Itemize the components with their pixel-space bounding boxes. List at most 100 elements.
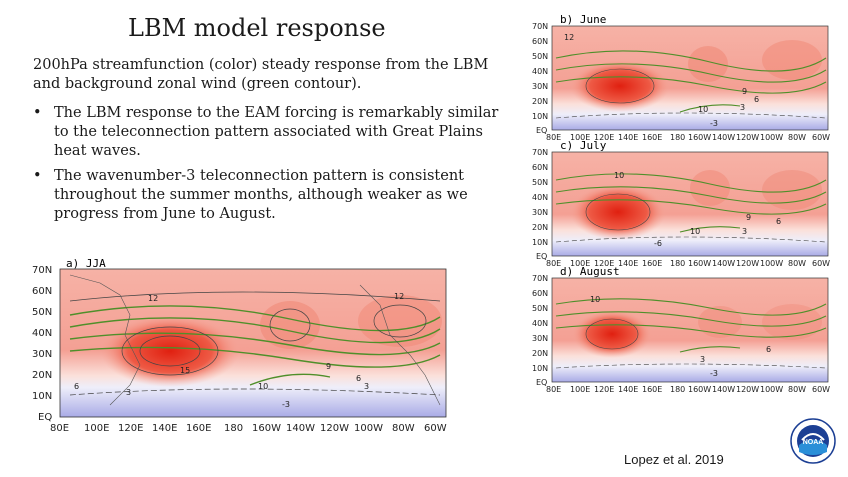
lon-tick: 60W <box>812 385 830 394</box>
lon-ticks: 80E 100E 120E 140E 160E 180 160W 140W 12… <box>546 133 830 142</box>
lat-tick: 20N <box>532 349 548 358</box>
lat-tick: EQ <box>536 252 547 261</box>
lat-tick: 70N <box>32 265 52 276</box>
contour-label: 9 <box>742 87 747 96</box>
anomaly-center <box>570 60 670 112</box>
map-june-svg: b) June 70N 60N 50N 40N 30N 20N 10N EQ 8… <box>532 14 830 142</box>
lat-tick: 20N <box>532 223 548 232</box>
lat-tick: 40N <box>32 328 52 339</box>
citation: Lopez et al. 2019 <box>624 452 724 467</box>
panel-label: d) August <box>560 266 620 278</box>
lon-tick: 100E <box>570 385 590 394</box>
lon-tick: 180 <box>670 259 685 268</box>
lon-tick: 140W <box>712 259 735 268</box>
lon-tick: 100E <box>570 259 590 268</box>
lon-tick: 80E <box>546 259 561 268</box>
lon-tick: 120W <box>736 133 759 142</box>
map-panel-jja: a) JJA 70N 60N 50N 40N 30N 20N 10N EQ 80… <box>30 255 450 435</box>
contour-label: 9 <box>746 213 751 222</box>
lon-tick: 100W <box>760 385 783 394</box>
anomaly-center <box>762 40 822 80</box>
map-panel-july: c) July 70N 60N 50N 40N 30N 20N 10N EQ 8… <box>530 140 832 268</box>
lon-tick: 120E <box>594 385 614 394</box>
contour-label: 10 <box>690 227 700 236</box>
contour-label: 9 <box>326 362 331 371</box>
lon-tick: 80W <box>788 133 806 142</box>
streamfunction-contours <box>555 318 827 369</box>
streamfunction-contours <box>555 193 827 243</box>
lon-tick: 180 <box>224 423 243 434</box>
lat-tick: 40N <box>532 193 548 202</box>
lon-tick: 120E <box>594 259 614 268</box>
contour-label: 10 <box>590 295 600 304</box>
anomaly-center <box>572 310 652 358</box>
lon-tick: 80E <box>546 385 561 394</box>
lon-tick: 80W <box>788 385 806 394</box>
lat-tick: 10N <box>32 391 52 402</box>
lon-tick: 140E <box>618 133 638 142</box>
contour-label: 3 <box>742 227 747 236</box>
lat-tick: 30N <box>532 334 548 343</box>
lon-tick: 160E <box>186 423 211 434</box>
lat-tick: 30N <box>32 349 52 360</box>
lon-tick: 140E <box>618 385 638 394</box>
lon-tick: 160E <box>642 385 662 394</box>
lat-tick: 60N <box>532 37 548 46</box>
zonal-wind-contours <box>555 50 827 113</box>
lat-ticks: 70N 60N 50N 40N 30N 20N 10N EQ <box>532 22 548 135</box>
contour-label: -3 <box>710 119 718 128</box>
zonal-wind-contours <box>69 305 441 386</box>
lon-tick: 120E <box>594 133 614 142</box>
contour-label: -3 <box>282 400 290 409</box>
lon-tick: 100W <box>760 259 783 268</box>
lon-tick: 80E <box>50 423 69 434</box>
map-july-svg: c) July 70N 60N 50N 40N 30N 20N 10N EQ 8… <box>532 140 830 268</box>
streamfunction-contours <box>555 68 827 119</box>
lat-tick: 70N <box>532 22 548 31</box>
lat-tick: 20N <box>532 97 548 106</box>
svg-text:NOAA: NOAA <box>803 439 824 446</box>
lon-tick: 120W <box>320 423 349 434</box>
lon-tick: 60W <box>812 259 830 268</box>
lon-tick: 100E <box>84 423 109 434</box>
lon-tick: 160W <box>688 259 711 268</box>
lat-tick: 30N <box>532 208 548 217</box>
zonal-wind-contours <box>555 173 827 233</box>
lat-ticks: 70N 60N 50N 40N 30N 20N 10N EQ <box>32 265 52 423</box>
contour-label: 3 <box>126 388 131 397</box>
map-panel-august: d) August 70N 60N 50N 40N 30N 20N 10N EQ… <box>530 266 832 394</box>
lon-tick: 140W <box>712 385 735 394</box>
lon-tick: 80W <box>788 259 806 268</box>
bullet-list: • The LBM response to the EAM forcing is … <box>33 104 503 230</box>
anomaly-center <box>762 170 822 210</box>
map-august-svg: d) August 70N 60N 50N 40N 30N 20N 10N EQ… <box>532 266 830 394</box>
lat-ticks: 70N 60N 50N 40N 30N 20N 10N EQ <box>532 148 548 261</box>
lat-tick: 10N <box>532 364 548 373</box>
contour-label: 3 <box>740 103 745 112</box>
lat-tick: EQ <box>536 126 547 135</box>
lon-ticks: 80E 100E 120E 140E 160E 180 160W 140W 12… <box>546 259 830 268</box>
contour-label: 10 <box>614 171 624 180</box>
slide-intro: 200hPa streamfunction (color) steady res… <box>33 57 489 92</box>
noaa-logo: NOAA <box>790 418 836 464</box>
contour-labels: 10 6 3 -3 <box>590 295 771 378</box>
lat-tick: 50N <box>32 307 52 318</box>
lat-tick: 70N <box>532 148 548 157</box>
contour-label: -6 <box>654 239 662 248</box>
bullet-item: • The wavenumber-3 teleconnection pattern… <box>33 167 503 224</box>
lon-tick: 160W <box>252 423 281 434</box>
bullet-glyph: • <box>33 168 42 184</box>
contour-label: -3 <box>710 369 718 378</box>
bullet-text: The LBM response to the EAM forcing is r… <box>54 105 499 159</box>
lat-tick: EQ <box>38 412 52 423</box>
lat-tick: EQ <box>536 378 547 387</box>
lat-tick: 60N <box>32 286 52 297</box>
lat-tick: 50N <box>532 178 548 187</box>
lon-tick: 100E <box>570 133 590 142</box>
lon-tick: 180 <box>670 385 685 394</box>
lon-tick: 140W <box>712 133 735 142</box>
map-panel-june: b) June 70N 60N 50N 40N 30N 20N 10N EQ 8… <box>530 14 832 142</box>
lon-tick: 120W <box>736 385 759 394</box>
contour-label: 12 <box>394 292 404 301</box>
contour-label: 6 <box>356 374 361 383</box>
